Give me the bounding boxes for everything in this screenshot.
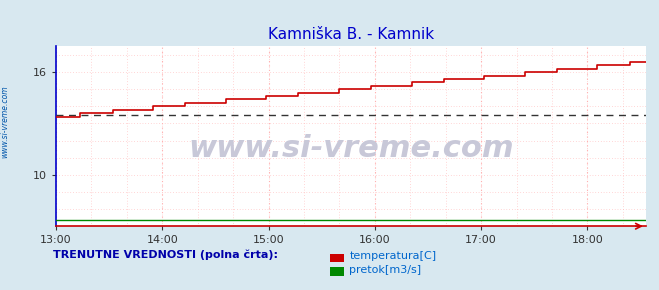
Text: www.si-vreme.com: www.si-vreme.com: [188, 134, 514, 163]
Text: temperatura[C]: temperatura[C]: [349, 251, 436, 261]
Text: www.si-vreme.com: www.si-vreme.com: [1, 86, 10, 158]
Text: TRENUTNE VREDNOSTI (polna črta):: TRENUTNE VREDNOSTI (polna črta):: [53, 250, 277, 260]
Text: pretok[m3/s]: pretok[m3/s]: [349, 265, 421, 275]
Title: Kamniška B. - Kamnik: Kamniška B. - Kamnik: [268, 28, 434, 42]
